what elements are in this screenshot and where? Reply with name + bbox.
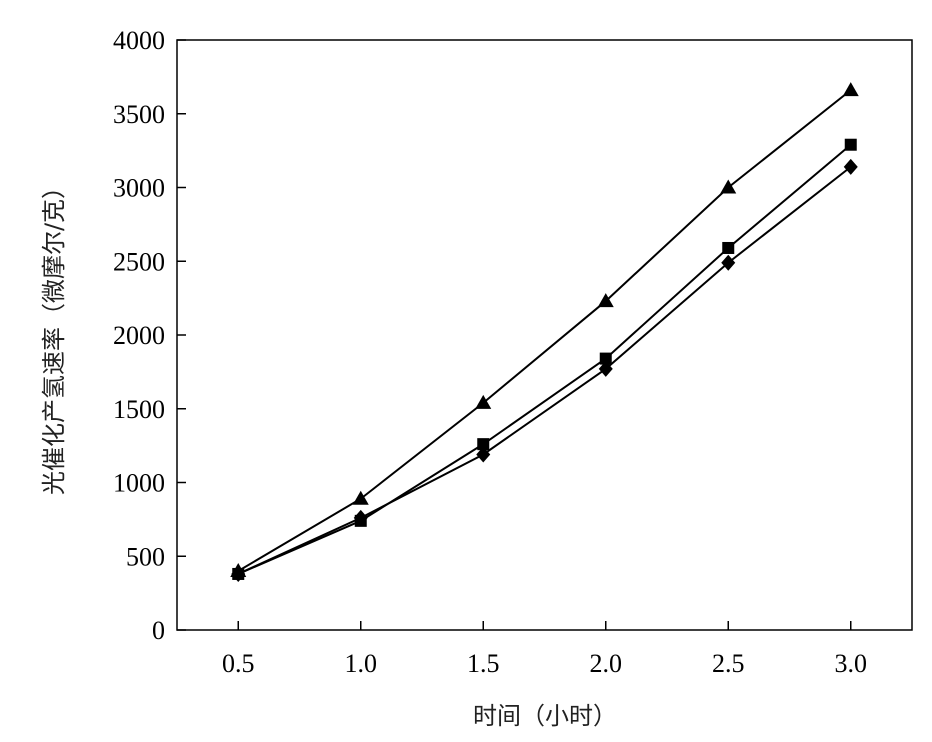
- square-marker: [845, 139, 857, 151]
- y-axis-label: 光催化产氢速率（微摩尔/克）: [40, 175, 68, 495]
- x-tick-label: 1.0: [345, 649, 378, 678]
- diamond-marker: [844, 159, 858, 175]
- y-tick-label: 1500: [113, 395, 165, 424]
- x-tick-label: 0.5: [222, 649, 255, 678]
- x-tick-label: 3.0: [835, 649, 868, 678]
- series-line-diamond: [238, 167, 851, 574]
- y-tick-label: 1000: [113, 469, 165, 498]
- triangle-marker: [353, 491, 369, 505]
- ticks: 0 500 1000 1500 2000 2500 3000 3500 4000 0.5 1.0 1.…: [113, 26, 867, 678]
- y-tick-label: 2000: [113, 321, 165, 350]
- square-marker: [722, 242, 734, 254]
- series-line-square: [238, 145, 851, 574]
- y-tick-label: 500: [126, 542, 165, 571]
- triangle-marker: [843, 82, 859, 96]
- x-axis-label: 时间（小时）: [473, 702, 617, 730]
- diamond-marker: [721, 255, 735, 271]
- y-tick-label: 4000: [113, 26, 165, 55]
- series-layer: [230, 82, 859, 582]
- x-tick-label: 1.5: [467, 649, 500, 678]
- y-tick-label: 0: [152, 616, 165, 645]
- y-tick-label: 3500: [113, 100, 165, 129]
- x-tick-label: 2.5: [712, 649, 745, 678]
- series-line-triangle: [238, 90, 851, 571]
- x-tick-label: 2.0: [590, 649, 623, 678]
- y-tick-label: 3000: [113, 174, 165, 203]
- y-tick-label: 2500: [113, 247, 165, 276]
- triangle-marker: [720, 180, 736, 194]
